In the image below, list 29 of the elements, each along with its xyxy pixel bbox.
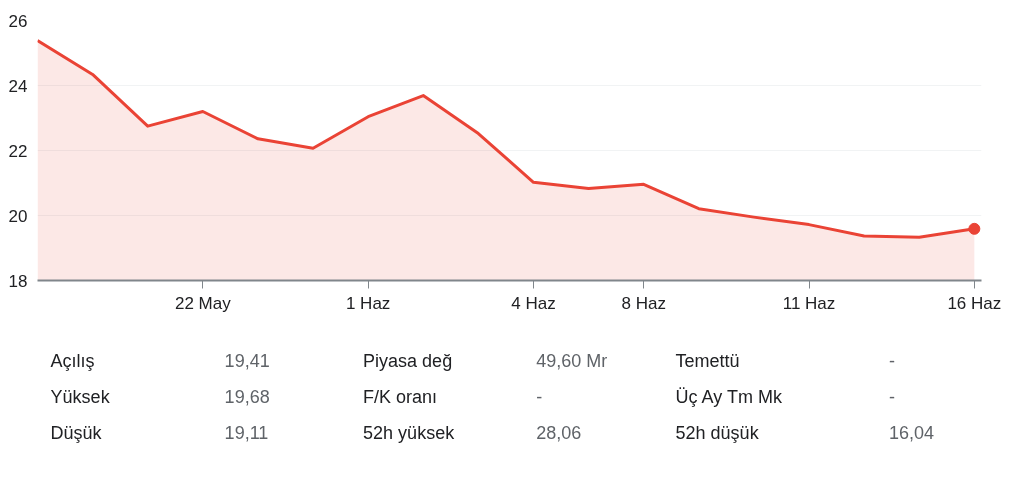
x-tick-label: 11 Haz — [782, 293, 836, 313]
y-tick-label: 26 — [8, 11, 28, 31]
text: 19,41 — [224, 351, 270, 371]
text: Yüksek — [50, 386, 111, 407]
x-tick-label: 1 Haz — [345, 293, 391, 313]
text: 19,68 — [224, 387, 270, 407]
text: - — [536, 387, 543, 407]
y-tick-label: 22 — [8, 141, 28, 161]
text: 28,06 — [536, 423, 582, 443]
y-tick-label: 24 — [8, 76, 28, 96]
text: 52h yüksek — [363, 422, 456, 443]
text: 16,04 — [888, 423, 934, 443]
text: Düşük — [50, 422, 103, 443]
text: - — [888, 387, 895, 407]
text: Üç Ay Tm Mk — [675, 386, 783, 407]
text: 52h düşük — [675, 422, 760, 443]
x-tick-label: 8 Haz — [621, 293, 666, 313]
x-tick-label: 16 Haz — [947, 293, 1002, 313]
x-tick-label: 4 Haz — [511, 293, 556, 313]
text: 49,60 Mr — [536, 350, 608, 371]
text: Piyasa değ — [363, 350, 453, 371]
text: - — [888, 351, 895, 371]
text: Temettü — [675, 350, 740, 371]
y-tick-label: 20 — [8, 206, 28, 226]
y-tick-label: 18 — [8, 271, 28, 291]
x-tick-label: 22 May — [174, 293, 232, 313]
text: 19,11 — [224, 423, 269, 443]
text: F/K oranı — [363, 386, 438, 407]
text: Açılış — [50, 350, 95, 371]
